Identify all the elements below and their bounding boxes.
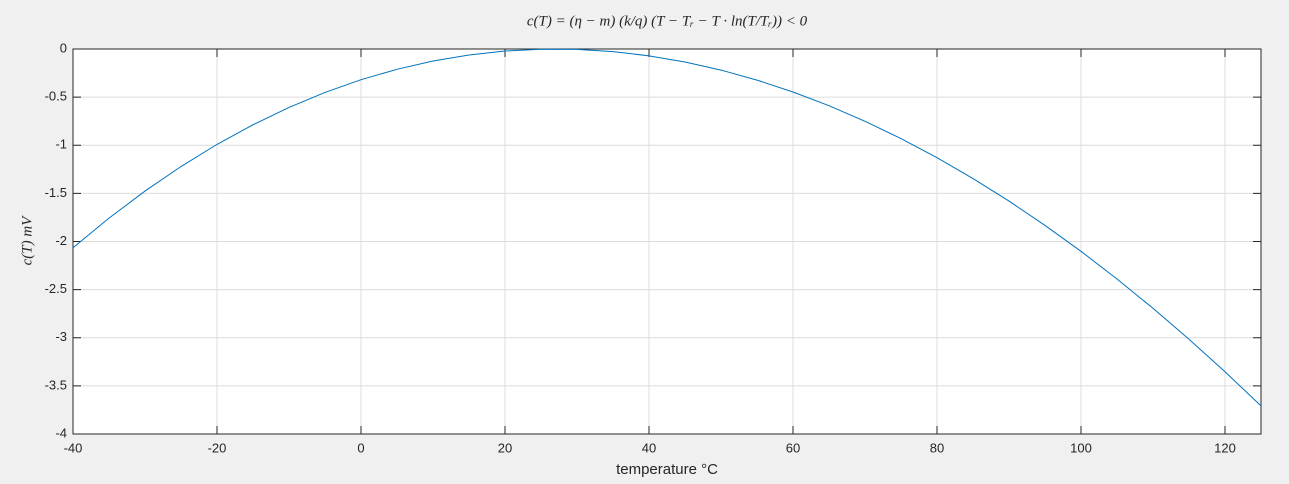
chart-title: c(T) = (η − m) (k/q) (T − Tᵣ − T · ln(T/… xyxy=(527,13,808,29)
x-tick-label: 60 xyxy=(786,440,800,455)
x-tick-label: 80 xyxy=(930,440,944,455)
x-tick-label: 20 xyxy=(498,440,512,455)
y-tick-label: -2.5 xyxy=(45,281,67,296)
x-tick-label: -20 xyxy=(208,440,227,455)
y-tick-label: -1.5 xyxy=(45,185,67,200)
y-tick-label: -4 xyxy=(55,425,67,440)
x-axis-label: temperature °C xyxy=(616,461,718,478)
x-tick-label: 120 xyxy=(1214,440,1236,455)
y-tick-label: -0.5 xyxy=(45,89,67,104)
y-axis-label: c(T) mV xyxy=(19,215,35,266)
y-tick-label: -1 xyxy=(55,137,67,152)
data-line xyxy=(72,48,1262,407)
x-tick-label: 100 xyxy=(1070,440,1092,455)
y-tick-label: -2 xyxy=(55,233,67,248)
y-tick-label: 0 xyxy=(60,40,67,55)
y-tick-label: -3 xyxy=(55,329,67,344)
x-tick-label: 40 xyxy=(642,440,656,455)
axes-box xyxy=(72,48,1262,435)
x-tick-label: -40 xyxy=(64,440,83,455)
x-tick-label: 0 xyxy=(357,440,364,455)
y-tick-label: -3.5 xyxy=(45,377,67,392)
